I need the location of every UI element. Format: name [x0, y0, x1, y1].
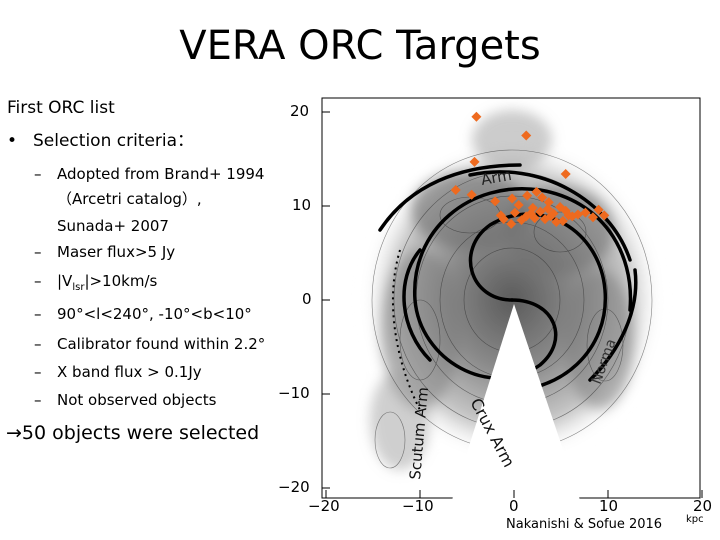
dash-mark: – [34, 243, 42, 261]
target-marker [490, 196, 501, 207]
target-marker [543, 197, 554, 208]
arm-outer-left [378, 163, 522, 232]
y-tick-10: 10 [292, 196, 312, 214]
y-tick-minus20: −20 [278, 478, 310, 496]
arm-perseus [468, 170, 632, 262]
criterion-calibrator: Calibrator found within 2.2° [57, 335, 266, 353]
dash-mark: – [34, 363, 42, 381]
spiral-arms [378, 163, 638, 393]
target-marker [513, 200, 524, 211]
arm-inner [468, 212, 607, 393]
target-marker [531, 186, 542, 197]
dash-mark: – [34, 305, 42, 323]
target-marker [522, 190, 533, 201]
target-marker [466, 189, 477, 200]
bullet-selection-criteria: Selection criteria： [33, 131, 195, 151]
dash-mark: – [34, 272, 42, 290]
criterion-velocity-prefix: |V [57, 272, 73, 290]
arm-dotted [391, 249, 421, 411]
dash-mark: – [34, 391, 42, 409]
target-marker [469, 156, 480, 167]
target-marker [557, 216, 568, 227]
dash-mark: – [34, 165, 42, 183]
slide-title: VERA ORC Targets [179, 23, 541, 69]
target-marker [506, 218, 517, 229]
criterion-velocity-suffix: |>10km/s [84, 272, 158, 290]
avoidance-wedge [452, 304, 580, 500]
target-marker [542, 203, 553, 214]
target-marker [599, 210, 610, 221]
y-tick-minus10: −10 [278, 384, 310, 402]
target-marker [563, 210, 574, 221]
conclusion: →50 objects were selected [6, 420, 259, 446]
list-heading: First ORC list [7, 98, 115, 118]
y-tick-20: 20 [290, 102, 310, 120]
x-tick-0: 0 [509, 497, 519, 515]
target-marker [471, 111, 482, 122]
target-marker [525, 208, 536, 219]
target-marker [507, 193, 518, 204]
criterion-not-observed: Not observed objects [57, 391, 217, 409]
target-marker [593, 204, 604, 215]
target-marker [545, 211, 556, 222]
target-markers [450, 111, 610, 229]
criterion-source-sunada: Sunada+ 2007 [57, 217, 169, 235]
arrow-icon: → [6, 422, 22, 444]
target-marker [580, 207, 591, 218]
target-marker [450, 185, 461, 196]
conclusion-text: 50 objects were selected [21, 422, 260, 444]
target-marker [551, 216, 562, 227]
x-tick-20: 20 [693, 497, 713, 515]
dash-mark: – [34, 335, 42, 353]
criterion-galactic-range: 90°<l<240°, -10°<b<10° [57, 305, 252, 323]
criterion-maser-flux: Maser flux>5 Jy [57, 243, 176, 261]
criterion-source: Adopted from Brand+ 1994 [57, 165, 265, 183]
bullet-mark: • [7, 131, 18, 151]
target-marker [587, 212, 598, 223]
target-marker [535, 206, 546, 217]
criterion-velocity: |Vlsr|>10km/s [57, 271, 157, 298]
criterion-xband-flux: X band flux > 0.1Jy [57, 363, 202, 381]
y-tick-0: 0 [302, 290, 312, 308]
target-marker [521, 130, 532, 141]
x-tick-minus10: −10 [402, 497, 434, 515]
x-tick-10: 10 [599, 497, 619, 515]
credit-text: Nakanishi & Sofue 2016 [506, 517, 663, 532]
target-marker [537, 192, 548, 203]
criterion-velocity-subscript: lsr [72, 282, 85, 293]
criterion-source-catalog: （Arcetri catalog）, [57, 190, 202, 208]
x-tick-minus20: −20 [308, 497, 340, 515]
ticks [322, 111, 703, 498]
arm-right-segment [588, 268, 638, 382]
arm-middle [413, 187, 633, 380]
target-marker [560, 169, 571, 180]
target-marker [509, 207, 520, 218]
arm-left-segment [402, 248, 432, 362]
arm-label-top: Arm [480, 166, 513, 189]
target-marker [495, 210, 506, 221]
unit-kpc: kpc [686, 514, 704, 525]
